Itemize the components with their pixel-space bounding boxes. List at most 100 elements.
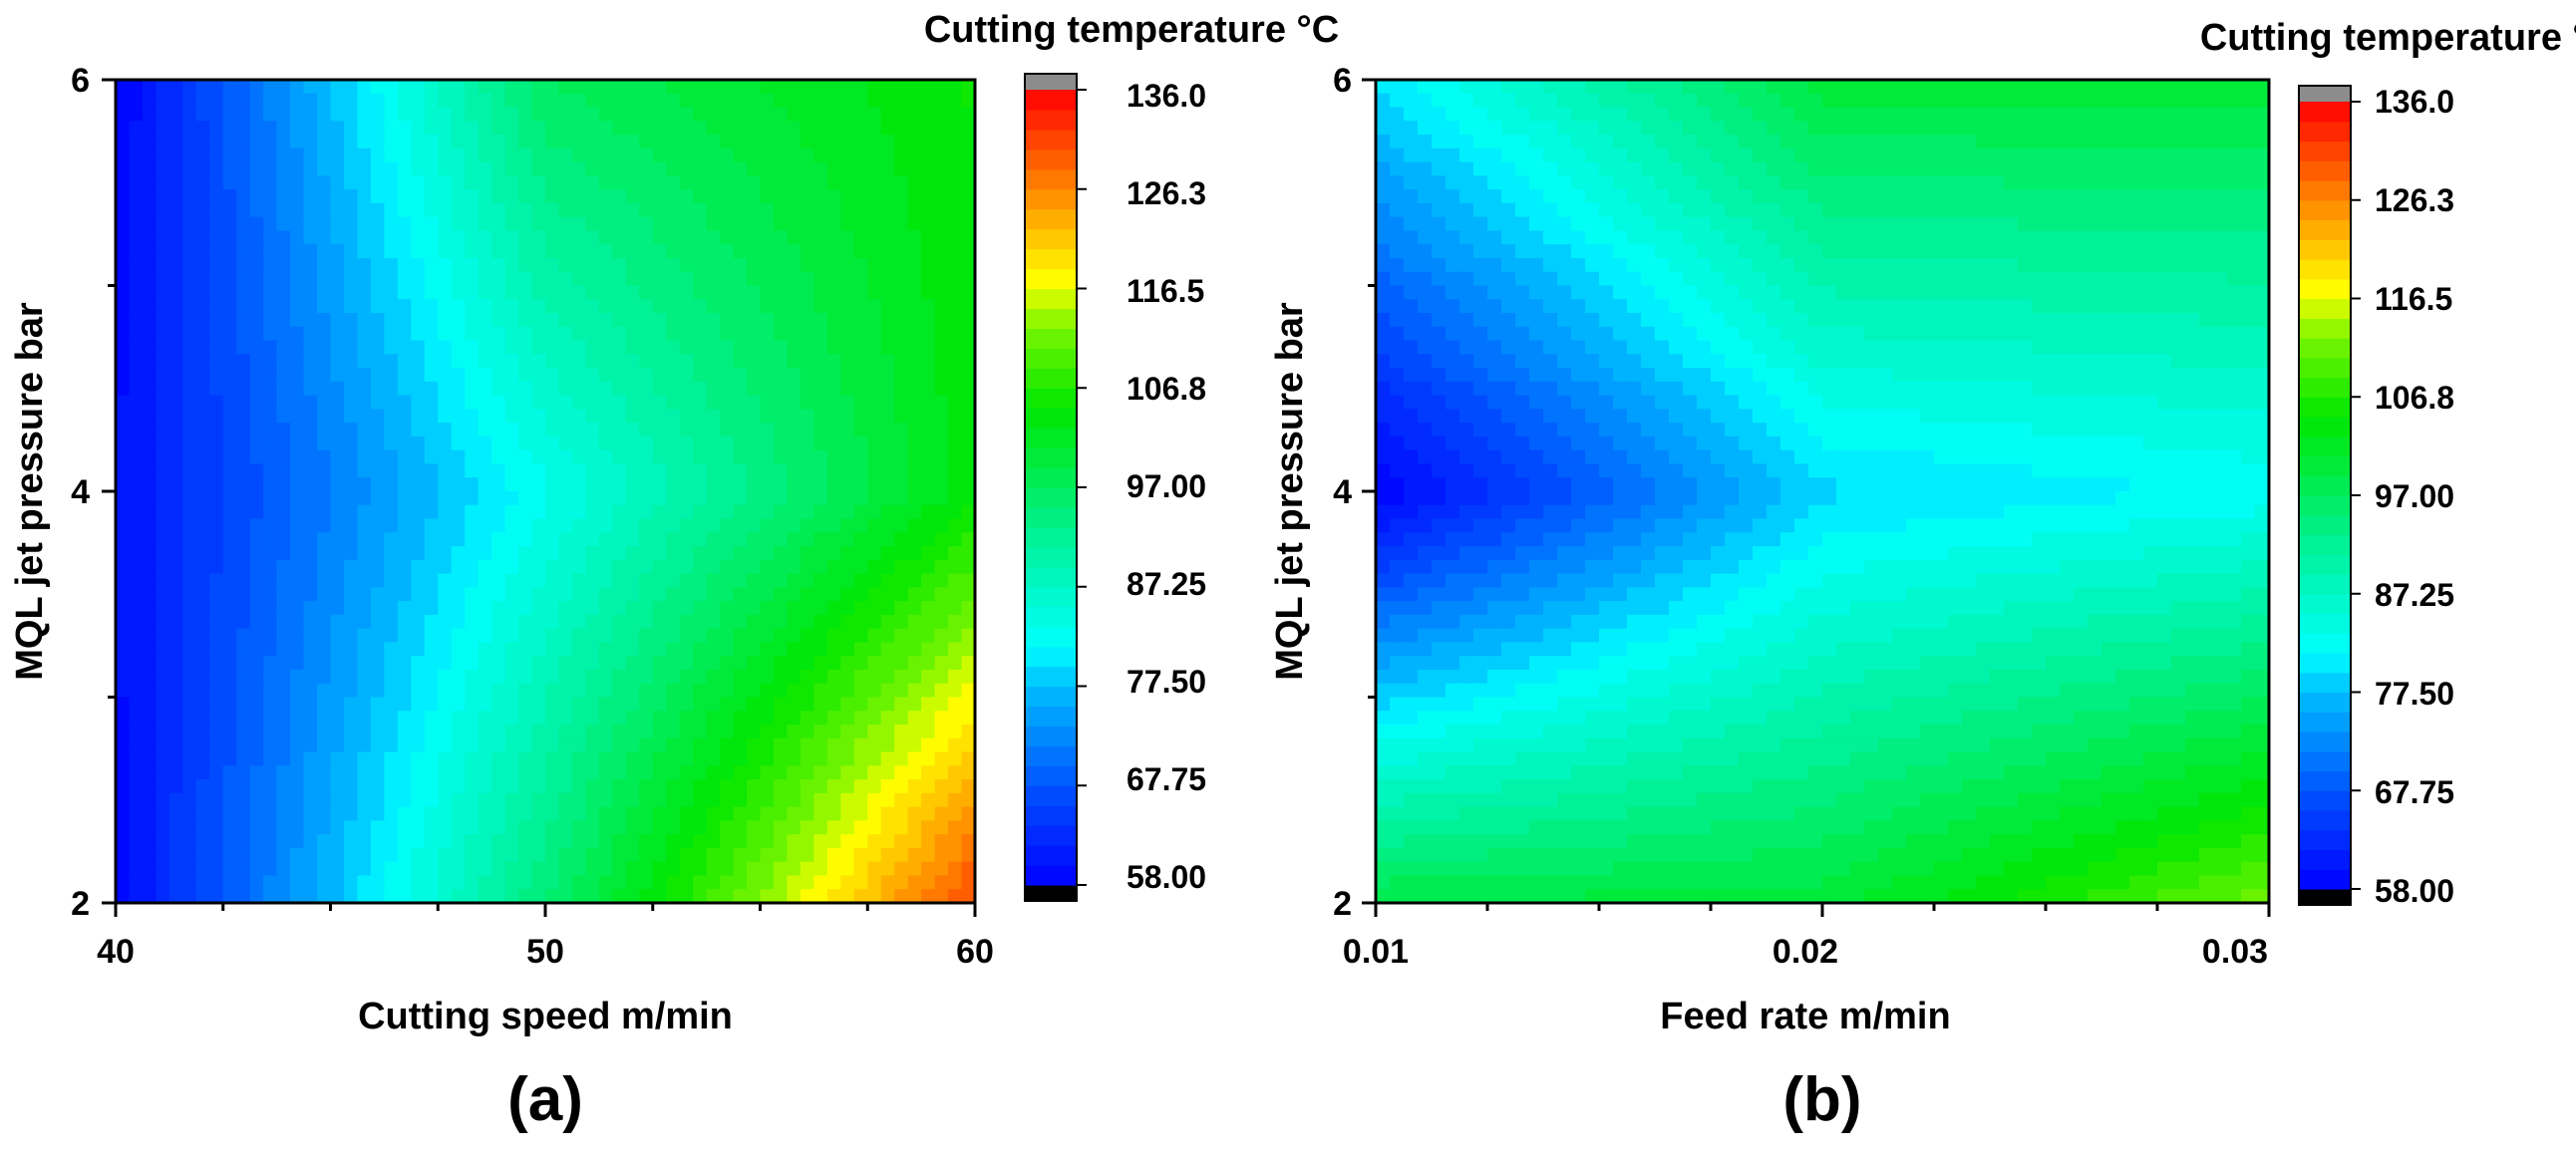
- contour-cell: [693, 848, 707, 862]
- contour-cell: [1683, 175, 1698, 189]
- contour-cell: [1418, 135, 1433, 148]
- contour-cell: [236, 793, 250, 807]
- contour-cell: [1697, 94, 1712, 108]
- contour-cell: [1962, 244, 1977, 258]
- contour-cell: [653, 779, 667, 793]
- contour-cell: [505, 80, 519, 94]
- contour-cell: [801, 698, 814, 712]
- contour-cell: [505, 532, 519, 546]
- contour-cell: [1487, 258, 1502, 272]
- contour-cell: [599, 532, 613, 546]
- contour-cell: [962, 299, 976, 313]
- contour-cell: [1767, 162, 1781, 176]
- contour-cell: [908, 450, 922, 464]
- contour-cell: [639, 532, 653, 546]
- contour-cell: [626, 807, 640, 821]
- contour-cell: [169, 615, 183, 629]
- contour-cell: [840, 587, 854, 601]
- contour-cell: [465, 698, 479, 712]
- contour-cell: [599, 341, 613, 355]
- contour-cell: [747, 793, 761, 807]
- contour-cell: [787, 244, 801, 258]
- contour-cell: [558, 491, 572, 505]
- contour-cell: [908, 519, 922, 533]
- contour-cell: [143, 244, 157, 258]
- contour-cell: [236, 217, 250, 231]
- contour-cell: [747, 834, 761, 848]
- contour-cell: [290, 450, 304, 464]
- contour-cell: [787, 725, 801, 738]
- contour-cell: [720, 450, 734, 464]
- contour-cell: [263, 382, 277, 396]
- contour-cell: [1655, 272, 1670, 286]
- contour-cell: [357, 862, 371, 876]
- contour-cell: [801, 272, 814, 286]
- contour-cell: [572, 162, 586, 176]
- contour-cell: [1906, 189, 1921, 203]
- contour-cell: [452, 148, 466, 162]
- contour-cell: [813, 656, 827, 670]
- contour-cell: [1683, 299, 1698, 313]
- contour-cell: [116, 162, 130, 176]
- contour-cell: [491, 574, 505, 588]
- contour-cell: [304, 765, 318, 779]
- contour-cell: [223, 752, 237, 766]
- contour-cell: [1487, 299, 1502, 313]
- contour-cell: [1948, 121, 1963, 135]
- contour-cell: [1697, 203, 1712, 217]
- contour-cell: [545, 725, 559, 738]
- contour-cell: [465, 423, 479, 436]
- contour-cell: [169, 670, 183, 684]
- contour-cell: [894, 670, 908, 684]
- contour-cell: [2032, 244, 2047, 258]
- contour-cell: [438, 629, 452, 643]
- contour-cell: [720, 505, 734, 519]
- contour-cell: [465, 752, 479, 766]
- contour-cell: [854, 258, 868, 272]
- contour-cell: [129, 175, 143, 189]
- contour-cell: [612, 135, 626, 148]
- contour-cell: [1850, 135, 1865, 148]
- contour-cell: [1571, 286, 1586, 300]
- contour-cell: [2101, 272, 2116, 286]
- contour-cell: [666, 601, 680, 615]
- contour-cell: [209, 148, 223, 162]
- contour-cell: [612, 574, 626, 588]
- contour-cell: [357, 656, 371, 670]
- contour-cell: [612, 615, 626, 629]
- contour-cell: [1753, 299, 1768, 313]
- contour-cell: [680, 848, 694, 862]
- contour-cell: [666, 286, 680, 300]
- contour-cell: [1418, 189, 1433, 203]
- contour-cell: [787, 423, 801, 436]
- contour-cell: [761, 698, 775, 712]
- contour-cell: [948, 217, 962, 231]
- contour-cell: [2004, 203, 2019, 217]
- contour-cell: [250, 820, 264, 834]
- contour-cell: [1934, 189, 1949, 203]
- contour-cell: [1934, 121, 1949, 135]
- contour-cell: [425, 450, 439, 464]
- contour-cell: [1557, 121, 1572, 135]
- contour-cell: [290, 341, 304, 355]
- contour-cell: [666, 450, 680, 464]
- contour-cell: [626, 505, 640, 519]
- contour-cell: [962, 286, 976, 300]
- contour-cell: [465, 601, 479, 615]
- contour-cell: [263, 436, 277, 450]
- contour-cell: [371, 230, 385, 244]
- contour-cell: [357, 875, 371, 889]
- contour-cell: [2199, 162, 2214, 176]
- contour-cell: [290, 875, 304, 889]
- contour-cell: [398, 409, 412, 423]
- contour-cell: [599, 463, 613, 477]
- contour-cell: [935, 738, 949, 752]
- contour-cell: [680, 244, 694, 258]
- contour-cell: [532, 272, 546, 286]
- contour-cell: [599, 244, 613, 258]
- contour-cell: [572, 217, 586, 231]
- contour-cell: [1892, 299, 1907, 313]
- contour-cell: [250, 779, 264, 793]
- contour-cell: [398, 491, 412, 505]
- contour-cell: [398, 752, 412, 766]
